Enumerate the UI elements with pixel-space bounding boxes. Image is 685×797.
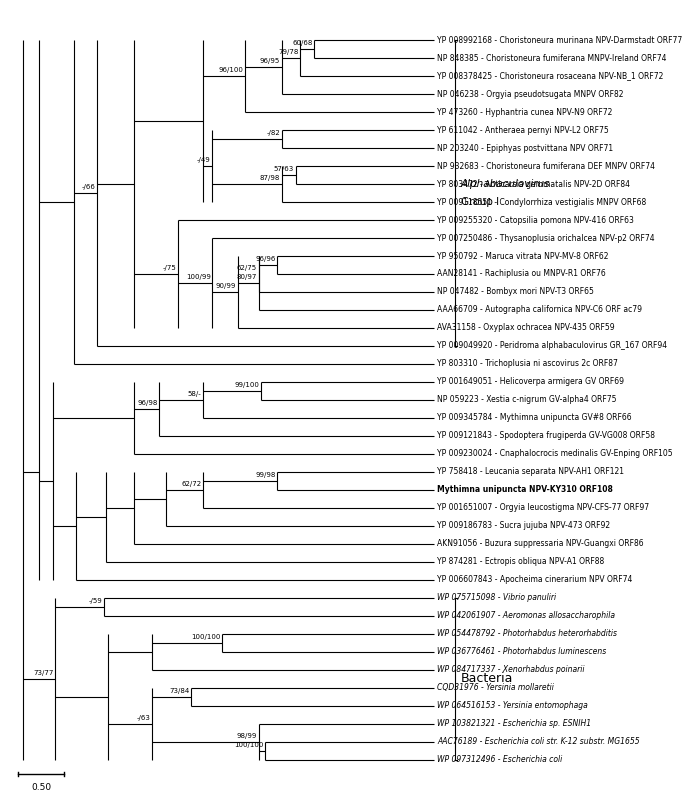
Text: 73/84: 73/84 bbox=[170, 688, 190, 694]
Text: 79/78: 79/78 bbox=[278, 49, 299, 56]
Text: 98/99: 98/99 bbox=[237, 733, 257, 739]
Text: WP 036776461 - Photorhabdus luminescens: WP 036776461 - Photorhabdus luminescens bbox=[437, 647, 606, 656]
Text: NP 848385 - Choristoneura fumiferana MNPV-Ireland ORF74: NP 848385 - Choristoneura fumiferana MNP… bbox=[437, 53, 667, 63]
Text: Mythimna unipuncta NPV-KY310 ORF108: Mythimna unipuncta NPV-KY310 ORF108 bbox=[437, 485, 613, 494]
Text: YP 009345784 - Mythimna unipuncta GV#8 ORF66: YP 009345784 - Mythimna unipuncta GV#8 O… bbox=[437, 414, 632, 422]
Text: -/75: -/75 bbox=[162, 265, 176, 271]
Text: YP 009121843 - Spodoptera frugiperda GV-VG008 ORF58: YP 009121843 - Spodoptera frugiperda GV-… bbox=[437, 431, 655, 441]
Text: -/49: -/49 bbox=[197, 157, 211, 163]
Text: WP 054478792 - Photorhabdus heterorhabditis: WP 054478792 - Photorhabdus heterorhabdi… bbox=[437, 630, 617, 638]
Text: YP 009255320 - Catopsilia pomona NPV-416 ORF63: YP 009255320 - Catopsilia pomona NPV-416… bbox=[437, 215, 634, 225]
Text: YP 758418 - Leucania separata NPV-AH1 ORF121: YP 758418 - Leucania separata NPV-AH1 OR… bbox=[437, 467, 624, 477]
Text: NP 046238 - Orgyia pseudotsugata MNPV ORF82: NP 046238 - Orgyia pseudotsugata MNPV OR… bbox=[437, 89, 623, 99]
Text: YP 473260 - Hyphantria cunea NPV-N9 ORF72: YP 473260 - Hyphantria cunea NPV-N9 ORF7… bbox=[437, 108, 612, 116]
Text: YP 009049920 - Peridroma alphabaculovirus GR_167 ORF94: YP 009049920 - Peridroma alphabaculoviru… bbox=[437, 341, 667, 351]
Text: -/59: -/59 bbox=[88, 598, 102, 604]
Text: 90/99: 90/99 bbox=[216, 283, 236, 289]
Text: YP 001649051 - Helicoverpa armigera GV ORF69: YP 001649051 - Helicoverpa armigera GV O… bbox=[437, 378, 624, 387]
Text: 100/100: 100/100 bbox=[190, 634, 220, 640]
Text: 58/-: 58/- bbox=[188, 391, 201, 397]
Text: AAN28141 - Rachiplusia ou MNPV-R1 ORF76: AAN28141 - Rachiplusia ou MNPV-R1 ORF76 bbox=[437, 269, 606, 278]
Text: 87/98: 87/98 bbox=[260, 175, 280, 182]
Text: AAA66709 - Autographa californica NPV-C6 ORF ac79: AAA66709 - Autographa californica NPV-C6… bbox=[437, 305, 642, 315]
Text: WP 064516153 - Yersinia entomophaga: WP 064516153 - Yersinia entomophaga bbox=[437, 701, 588, 710]
Text: -/82: -/82 bbox=[266, 131, 280, 136]
Text: WP 103821321 - Escherichia sp. ESNIH1: WP 103821321 - Escherichia sp. ESNIH1 bbox=[437, 719, 591, 728]
Text: NP 059223 - Xestia c-nigrum GV-alpha4 ORF75: NP 059223 - Xestia c-nigrum GV-alpha4 OR… bbox=[437, 395, 616, 404]
Text: WP 097312496 - Escherichia coli: WP 097312496 - Escherichia coli bbox=[437, 756, 562, 764]
Text: 100/100: 100/100 bbox=[235, 742, 264, 748]
Text: YP 803310 - Trichoplusia ni ascovirus 2c ORF87: YP 803310 - Trichoplusia ni ascovirus 2c… bbox=[437, 359, 618, 368]
Text: YP 006607843 - Apocheima cinerarium NPV ORF74: YP 006607843 - Apocheima cinerarium NPV … bbox=[437, 575, 632, 584]
Text: -/63: -/63 bbox=[137, 715, 151, 721]
Text: Bacteria: Bacteria bbox=[460, 672, 513, 685]
Text: YP 803472 - Anticarsia gemmatalis NPV-2D ORF84: YP 803472 - Anticarsia gemmatalis NPV-2D… bbox=[437, 179, 630, 189]
Text: Group I: Group I bbox=[460, 197, 499, 207]
Text: CQD31976 - Yersinia mollaretii: CQD31976 - Yersinia mollaretii bbox=[437, 683, 554, 693]
Text: YP 009186783 - Sucra jujuba NPV-473 ORF92: YP 009186783 - Sucra jujuba NPV-473 ORF9… bbox=[437, 521, 610, 530]
Text: 73/77: 73/77 bbox=[34, 670, 53, 676]
Text: 96/95: 96/95 bbox=[260, 58, 280, 65]
Text: YP 008992168 - Choristoneura murinana NPV-Darmstadt ORF77: YP 008992168 - Choristoneura murinana NP… bbox=[437, 36, 682, 45]
Text: AKN91056 - Buzura suppressaria NPV-Guangxi ORF86: AKN91056 - Buzura suppressaria NPV-Guang… bbox=[437, 540, 644, 548]
Text: WP 075715098 - Vibrio panuliri: WP 075715098 - Vibrio panuliri bbox=[437, 593, 556, 603]
Text: YP 009118551 - Condylorrhiza vestigialis MNPV ORF68: YP 009118551 - Condylorrhiza vestigialis… bbox=[437, 198, 646, 206]
Text: YP 611042 - Antheraea pernyi NPV-L2 ORF75: YP 611042 - Antheraea pernyi NPV-L2 ORF7… bbox=[437, 126, 609, 135]
Text: AVA31158 - Oxyplax ochracea NPV-435 ORF59: AVA31158 - Oxyplax ochracea NPV-435 ORF5… bbox=[437, 324, 614, 332]
Text: Alphabaculovirus: Alphabaculovirus bbox=[460, 179, 550, 189]
Text: YP 874281 - Ectropis obliqua NPV-A1 ORF88: YP 874281 - Ectropis obliqua NPV-A1 ORF8… bbox=[437, 557, 604, 567]
Text: YP 001651007 - Orgyia leucostigma NPV-CFS-77 ORF97: YP 001651007 - Orgyia leucostigma NPV-CF… bbox=[437, 504, 649, 512]
Text: WP 042061907 - Aeromonas allosaccharophila: WP 042061907 - Aeromonas allosaccharophi… bbox=[437, 611, 615, 620]
Text: WP 084717337 - Xenorhabdus poinarii: WP 084717337 - Xenorhabdus poinarii bbox=[437, 665, 584, 674]
Text: 96/98: 96/98 bbox=[137, 400, 158, 406]
Text: 62/75: 62/75 bbox=[237, 265, 257, 271]
Text: 57/63: 57/63 bbox=[274, 167, 294, 172]
Text: YP 007250486 - Thysanoplusia orichalcea NPV-p2 ORF74: YP 007250486 - Thysanoplusia orichalcea … bbox=[437, 234, 655, 242]
Text: YP 008378425 - Choristoneura rosaceana NPV-NB_1 ORF72: YP 008378425 - Choristoneura rosaceana N… bbox=[437, 72, 663, 80]
Text: 100/99: 100/99 bbox=[186, 274, 211, 281]
Text: 99/100: 99/100 bbox=[234, 383, 260, 388]
Text: NP 047482 - Bombyx mori NPV-T3 ORF65: NP 047482 - Bombyx mori NPV-T3 ORF65 bbox=[437, 288, 594, 296]
Text: 60/68: 60/68 bbox=[292, 41, 312, 46]
Text: NP 203240 - Epiphyas postvittana NPV ORF71: NP 203240 - Epiphyas postvittana NPV ORF… bbox=[437, 143, 613, 152]
Text: -/66: -/66 bbox=[82, 184, 95, 190]
Text: 96/96: 96/96 bbox=[256, 257, 275, 262]
Text: NP 932683 - Choristoneura fumiferana DEF MNPV ORF74: NP 932683 - Choristoneura fumiferana DEF… bbox=[437, 162, 655, 171]
Text: 96/100: 96/100 bbox=[219, 68, 243, 73]
Text: 99/98: 99/98 bbox=[256, 472, 275, 478]
Text: YP 950792 - Maruca vitrata NPV-MV-8 ORF62: YP 950792 - Maruca vitrata NPV-MV-8 ORF6… bbox=[437, 252, 608, 261]
Text: 0.50: 0.50 bbox=[31, 783, 51, 792]
Text: YP 009230024 - Cnaphalocrocis medinalis GV-Enping ORF105: YP 009230024 - Cnaphalocrocis medinalis … bbox=[437, 450, 673, 458]
Text: 80/97: 80/97 bbox=[237, 274, 257, 281]
Text: 62/72: 62/72 bbox=[182, 481, 201, 487]
Text: AAC76189 - Escherichia coli str. K-12 substr. MG1655: AAC76189 - Escherichia coli str. K-12 su… bbox=[437, 737, 640, 746]
